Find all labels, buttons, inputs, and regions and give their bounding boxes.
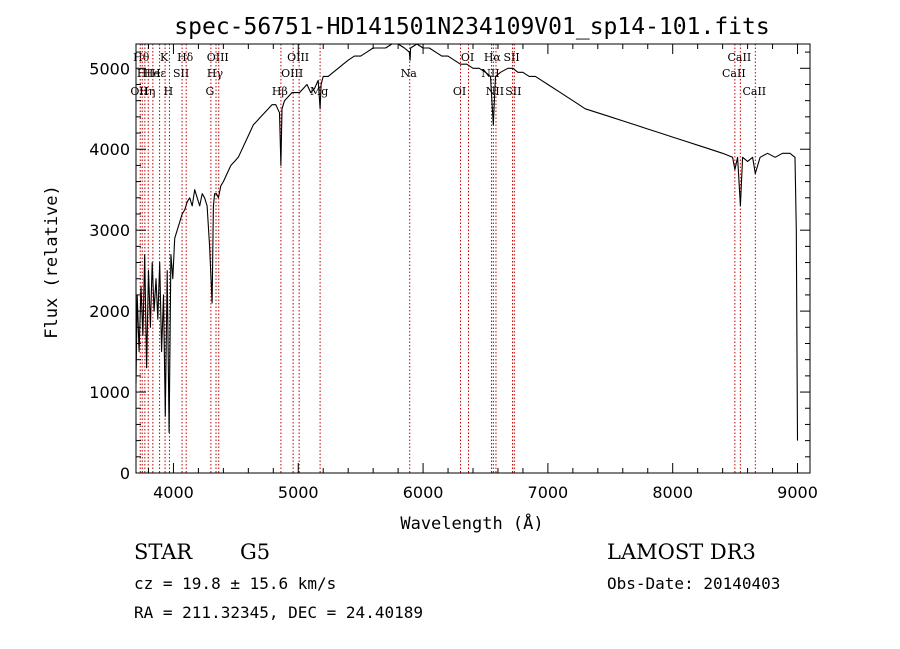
spectrum-series [135, 43, 799, 441]
y-axis-label: Flux (relative) [42, 185, 62, 339]
spectral-subclass: G5 [240, 540, 271, 564]
chart-title: spec-56751-HD141501N234109V01_sp14-101.f… [174, 14, 769, 40]
x-tick-label-3: 7000 [528, 483, 569, 502]
line-marker-label-3: Hη [139, 85, 155, 98]
plot-frame [135, 43, 811, 474]
line-marker-label-2: HI [137, 67, 151, 80]
survey-name: LAMOST DR3 [607, 540, 756, 564]
x-tick-label-2: 6000 [403, 483, 444, 502]
coordinates: RA = 211.32345, DEC = 24.40189 [134, 603, 423, 622]
line-marker-label-1: OII [130, 85, 148, 98]
observation-date: Obs-Date: 20140403 [607, 574, 781, 593]
x-tick-label-1: 5000 [278, 483, 319, 502]
line-marker-label-13: Hβ [272, 85, 288, 98]
y-tick-label-0: 0 [120, 464, 130, 483]
y-tick-label-4: 4000 [89, 140, 130, 159]
line-marker-label-23: SII [503, 51, 519, 64]
line-marker-label-10: G [205, 85, 214, 98]
y-tick-label-2: 2000 [89, 302, 130, 321]
line-marker-label-12: OIII [207, 51, 229, 64]
line-marker-label-21: Hα [484, 51, 502, 64]
flux-line [135, 43, 799, 441]
line-marker-label-5: Hε [151, 67, 167, 80]
line-marker-label-27: CaII [742, 85, 766, 98]
line-marker-label-7: H [164, 85, 174, 98]
x-axis-label: Wavelength (Å) [400, 512, 543, 534]
line-marker-label-14: OIII [281, 67, 303, 80]
line-marker-label-0: Hθ [133, 51, 150, 64]
line-marker-label-9: Hδ [177, 51, 194, 64]
line-marker-label-8: SII [173, 67, 189, 80]
x-tick-label-5: 9000 [777, 483, 818, 502]
line-marker-label-19: OI [461, 51, 474, 64]
plot-axes [135, 43, 811, 474]
line-marker-label-25: CaII [722, 67, 746, 80]
line-marker-label-18: OI [453, 85, 466, 98]
y-tick-label-3: 3000 [89, 221, 130, 240]
axis-ticks: 4000 5000 6000 7000 8000 9000 0 1000 2000 3000 400… [89, 44, 818, 502]
redshift-velocity: cz = 19.8 ± 15.6 km/s [134, 574, 337, 593]
line-marker-label-11: Hγ [207, 67, 224, 80]
line-marker-label-6: K [160, 51, 169, 64]
line-marker-label-24: SII [505, 85, 521, 98]
line-marker-label-15: OIII [287, 51, 309, 64]
object-type: STAR [134, 540, 193, 564]
x-tick-label-4: 8000 [652, 483, 693, 502]
y-tick-label-5: 5000 [89, 59, 130, 78]
line-marker-label-17: Na [401, 67, 418, 80]
line-marker-label-4: He [144, 67, 160, 80]
line-marker-label-26: CaII [728, 51, 752, 64]
emission-line-markers: HθOIIHIHηHeHεKHSIIHδGHγOIIIHβOIIIOIIIMgN… [130, 44, 766, 473]
y-tick-label-1: 1000 [89, 383, 130, 402]
x-tick-label-0: 4000 [153, 483, 194, 502]
